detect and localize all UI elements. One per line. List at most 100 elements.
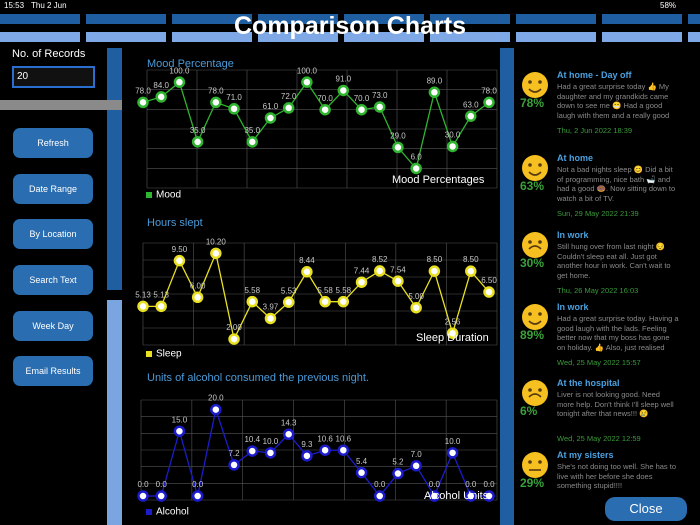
- entry-text: Not a bad nights sleep 😊 Did a bit of pr…: [557, 165, 676, 203]
- mouth: [528, 245, 542, 250]
- status-time: 15:53: [4, 1, 25, 10]
- data-point: [392, 467, 404, 480]
- header-stripe: [86, 32, 166, 42]
- data-point: [410, 301, 422, 314]
- mood-percent: 89%: [520, 328, 545, 342]
- sidebar-button[interactable]: Search Text: [13, 265, 93, 295]
- data-label: 2.00: [226, 323, 242, 332]
- data-point: [282, 296, 295, 308]
- header-stripe: [602, 32, 682, 42]
- mood-face: [522, 380, 548, 406]
- separator: [0, 100, 122, 110]
- divider-bar: [500, 48, 514, 525]
- data-point: [264, 112, 277, 124]
- sidebar-button[interactable]: Week Day: [13, 311, 93, 341]
- mood-face: [522, 232, 548, 258]
- series-line: [143, 251, 490, 342]
- entry-title: At home - Day off: [557, 70, 632, 80]
- entry-title: At my sisters: [557, 450, 614, 460]
- journal-entry[interactable]: 6% At the hospital Liver is not looking go…: [518, 378, 686, 452]
- journal-entry[interactable]: 30% In work Still hung over from last nigh…: [518, 230, 686, 304]
- header-stripe: [430, 14, 510, 24]
- journal-entry[interactable]: 29% At my sisters She's not doing too well…: [518, 450, 686, 524]
- journal-entry[interactable]: 63% At home Not a bad nights sleep 😊 Did a…: [518, 153, 686, 227]
- data-label: 10.6: [317, 434, 333, 443]
- data-point: [465, 490, 477, 502]
- sidebar-button[interactable]: By Location: [13, 219, 93, 249]
- page-title: Comparison Charts: [234, 12, 466, 40]
- entry-title: At the hospital: [557, 378, 620, 388]
- eye: [538, 80, 542, 84]
- data-label: 78.0: [481, 86, 497, 95]
- eye: [528, 312, 532, 316]
- sidebar-button[interactable]: Refresh: [13, 128, 93, 158]
- data-point: [446, 447, 459, 459]
- divider-bar: [107, 300, 122, 525]
- data-label: 35.0: [244, 126, 260, 135]
- data-point: [483, 96, 495, 109]
- data-label: 10.0: [263, 437, 279, 446]
- chart-annotation: Alcohol Units: [424, 490, 489, 502]
- data-point: [137, 300, 149, 313]
- data-point: [428, 265, 441, 277]
- data-label: 73.0: [372, 91, 388, 100]
- eye: [528, 388, 532, 392]
- chart-title: Units of alcohol consumed the previous n…: [147, 372, 369, 384]
- data-point: [173, 425, 186, 437]
- legend-marker: [146, 351, 152, 357]
- data-label: 5.58: [336, 286, 352, 295]
- data-point: [210, 247, 222, 260]
- data-point: [428, 490, 441, 502]
- legend-label: Sleep: [156, 349, 182, 360]
- data-label: 84.0: [153, 81, 169, 90]
- journal-entry[interactable]: 89% In work Had a great surprise today. Ha…: [518, 302, 686, 376]
- data-point: [373, 490, 386, 502]
- eye: [528, 80, 532, 84]
- chart-title: Hours slept: [147, 217, 203, 229]
- data-label: 6.50: [481, 276, 497, 285]
- data-label: 10.4: [244, 435, 260, 444]
- entry-text: Had a great surprise today. Having a goo…: [557, 314, 679, 352]
- status-date: Thu 2 Jun: [31, 1, 67, 10]
- records-input[interactable]: 20: [12, 66, 95, 88]
- mood-percent: 63%: [520, 179, 545, 193]
- data-point: [428, 86, 441, 99]
- sidebar-button[interactable]: Date Range: [13, 174, 93, 204]
- eye: [528, 240, 532, 244]
- data-point: [264, 312, 277, 325]
- data-label: 35.0: [190, 126, 206, 135]
- legend-marker: [146, 509, 152, 515]
- close-button[interactable]: Close: [605, 497, 687, 521]
- data-point: [246, 136, 259, 148]
- sidebar-button[interactable]: Email Results: [13, 356, 93, 386]
- data-label: 8.52: [372, 255, 388, 264]
- data-point: [355, 103, 368, 116]
- data-point: [173, 254, 186, 267]
- data-point: [337, 444, 350, 456]
- header-stripe: [258, 14, 338, 24]
- chart-annotation: Mood Percentages: [392, 174, 485, 186]
- data-point: [483, 490, 495, 502]
- journal-entry[interactable]: 78% At home - Day off Had a great surprise…: [518, 70, 686, 144]
- status-battery: 58%: [660, 1, 677, 10]
- data-label: 5.00: [408, 292, 424, 301]
- data-label: 5.13: [135, 290, 151, 299]
- header-stripe: [258, 32, 338, 42]
- data-point: [210, 96, 222, 109]
- data-label: 5.4: [356, 457, 368, 466]
- mood-face: [522, 155, 548, 181]
- face: [522, 304, 548, 330]
- data-label: 72.0: [281, 92, 297, 101]
- legend-label: Mood: [156, 190, 181, 201]
- mood-percent: 78%: [520, 96, 545, 110]
- eye: [528, 460, 532, 464]
- data-point: [228, 103, 240, 115]
- eye: [538, 388, 542, 392]
- entry-title: In work: [557, 302, 589, 312]
- chart-annotation: Sleep Duration: [416, 332, 489, 344]
- data-point: [301, 266, 313, 278]
- data-label: 61.0: [263, 102, 279, 111]
- data-point: [191, 136, 204, 148]
- header-stripe: [172, 14, 252, 24]
